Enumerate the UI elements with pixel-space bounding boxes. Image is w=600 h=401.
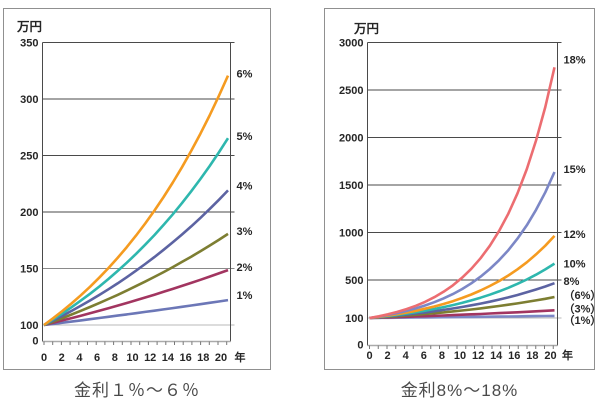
- series-end-label: 8%: [564, 276, 580, 288]
- chart-caption-left: 金利１％～６％: [3, 376, 271, 398]
- x-tick-label: 20: [544, 350, 556, 362]
- x-tick-label: 10: [454, 350, 466, 362]
- x-tick-label: 8: [439, 350, 445, 362]
- series-curve-15pct: [370, 172, 555, 318]
- series-end-label: （6%）: [564, 289, 600, 302]
- x-tick-label: 2: [59, 352, 65, 364]
- x-tick-label: 16: [179, 352, 191, 364]
- x-tick-label: 6: [94, 352, 100, 364]
- series-end-label: （1%）: [564, 314, 600, 327]
- x-tick-label: 8: [112, 352, 118, 364]
- x-tick-label: 12: [472, 350, 484, 362]
- y-tick-label: 150: [20, 264, 38, 276]
- y-tick-label: 3000: [339, 38, 363, 50]
- x-tick-label: 14: [490, 350, 503, 362]
- y-axis-unit-label: 万円: [353, 22, 379, 36]
- y-tick-label: 1500: [339, 180, 363, 192]
- series-end-label: 10%: [564, 259, 586, 271]
- series-end-label: 18%: [564, 54, 586, 66]
- series-end-label: 6%: [237, 69, 253, 81]
- series-curve-2pct: [44, 270, 228, 325]
- series-curve-5pct: [44, 138, 228, 325]
- x-axis-unit-label: 年: [235, 350, 246, 364]
- y-tick-label: 0: [32, 336, 38, 348]
- series-end-label: 4%: [237, 180, 253, 192]
- x-tick-label: 0: [41, 352, 47, 364]
- x-tick-label: 0: [366, 350, 372, 362]
- x-tick-label: 2: [385, 350, 391, 362]
- y-tick-label: 100: [20, 320, 38, 332]
- y-tick-label: 0: [357, 340, 363, 352]
- x-tick-label: 6: [421, 350, 427, 362]
- series-end-label: 12%: [564, 229, 586, 241]
- x-tick-label: 10: [126, 352, 138, 364]
- x-axis-unit-label: 年: [562, 348, 573, 362]
- y-tick-label: 500: [345, 275, 363, 287]
- x-tick-label: 16: [508, 350, 520, 362]
- series-end-label: 5%: [237, 131, 253, 143]
- y-tick-label: 300: [20, 94, 38, 106]
- series-end-label: 15%: [564, 164, 586, 176]
- y-axis-unit-label: 万円: [16, 20, 42, 34]
- x-tick-label: 18: [526, 350, 538, 362]
- series-curve-6pct: [44, 76, 228, 325]
- x-tick-label: 20: [215, 352, 227, 364]
- x-tick-label: 4: [76, 352, 83, 364]
- y-tick-label: 2500: [339, 85, 363, 97]
- y-tick-label: 350: [20, 38, 38, 50]
- y-tick-label: 2000: [339, 133, 363, 145]
- x-tick-label: 18: [197, 352, 209, 364]
- series-end-label: 3%: [237, 226, 253, 238]
- series-end-label: 2%: [237, 262, 253, 274]
- y-tick-label: 100: [345, 313, 363, 325]
- series-end-label: 1%: [237, 290, 253, 302]
- chart-caption-right: 金利8%～18%: [324, 376, 595, 398]
- x-tick-label: 4: [403, 350, 410, 362]
- y-tick-label: 250: [20, 151, 38, 163]
- x-tick-label: 12: [144, 352, 156, 364]
- y-tick-label: 1000: [339, 228, 363, 240]
- series-end-label: （3%）: [564, 302, 600, 315]
- y-tick-label: 200: [20, 207, 38, 219]
- x-tick-label: 14: [162, 352, 175, 364]
